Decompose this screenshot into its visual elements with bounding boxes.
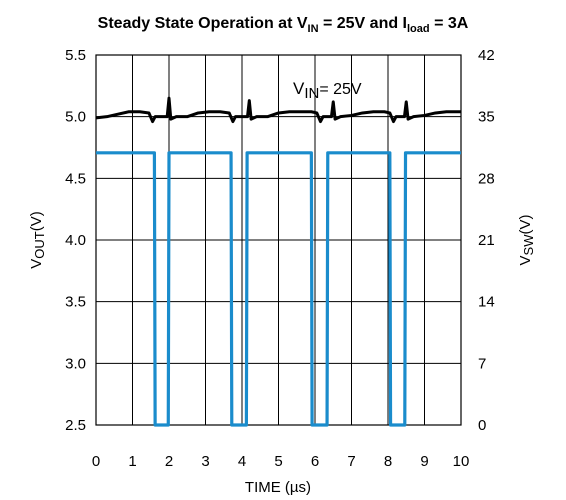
y-left-tick-label: 5.5: [65, 47, 86, 64]
y-left-tick-label: 3.0: [65, 355, 86, 372]
y-right-tick-label: 21: [478, 232, 495, 249]
vout-series-line: [95, 96, 461, 124]
series-group: [95, 96, 461, 427]
plot-frame: [95, 54, 462, 426]
x-axis-label: TIME (µs): [245, 479, 311, 496]
y-right-axis-label: VSW(V): [517, 215, 536, 266]
y-left-tick-label: 4.5: [65, 170, 86, 187]
x-tick-label: 6: [311, 453, 319, 470]
y-left-tick-label: 3.5: [65, 294, 86, 311]
y-left-tick-label: 2.5: [65, 417, 86, 434]
x-tick-label: 3: [201, 453, 209, 470]
y-right-tick-label: 42: [478, 47, 495, 64]
chart-title: Steady State Operation at VIN = 25V and …: [98, 15, 469, 35]
x-tick-label: 7: [347, 453, 355, 470]
y-right-tick-labels: 42 35 28 21 14 7 0: [478, 47, 495, 434]
grid: [96, 55, 461, 425]
y-right-tick-label: 7: [478, 355, 486, 372]
x-tick-label: 10: [453, 453, 470, 470]
y-right-tick-label: 0: [478, 417, 486, 434]
x-tick-label: 9: [420, 453, 428, 470]
vsw-series-line: [96, 151, 461, 427]
x-tick-label: 4: [238, 453, 246, 470]
y-right-tick-label: 14: [478, 294, 495, 311]
y-right-tick-label: 35: [478, 109, 495, 126]
x-tick-labels: 0 1 2 3 4 5 6 7 8 9 10: [92, 453, 470, 470]
y-left-tick-label: 5.0: [65, 109, 86, 126]
x-tick-label: 8: [384, 453, 392, 470]
y-right-tick-label: 28: [478, 170, 495, 187]
x-tick-label: 0: [92, 453, 100, 470]
x-tick-label: 2: [165, 453, 173, 470]
y-left-axis-label: VOUT(V): [28, 211, 47, 268]
vin-annotation: VIN= 25V: [293, 79, 362, 102]
x-tick-label: 5: [274, 453, 282, 470]
y-left-tick-labels: 5.5 5.0 4.5 4.0 3.5 3.0 2.5: [65, 47, 86, 434]
y-left-tick-label: 4.0: [65, 232, 86, 249]
x-tick-label: 1: [128, 453, 136, 470]
